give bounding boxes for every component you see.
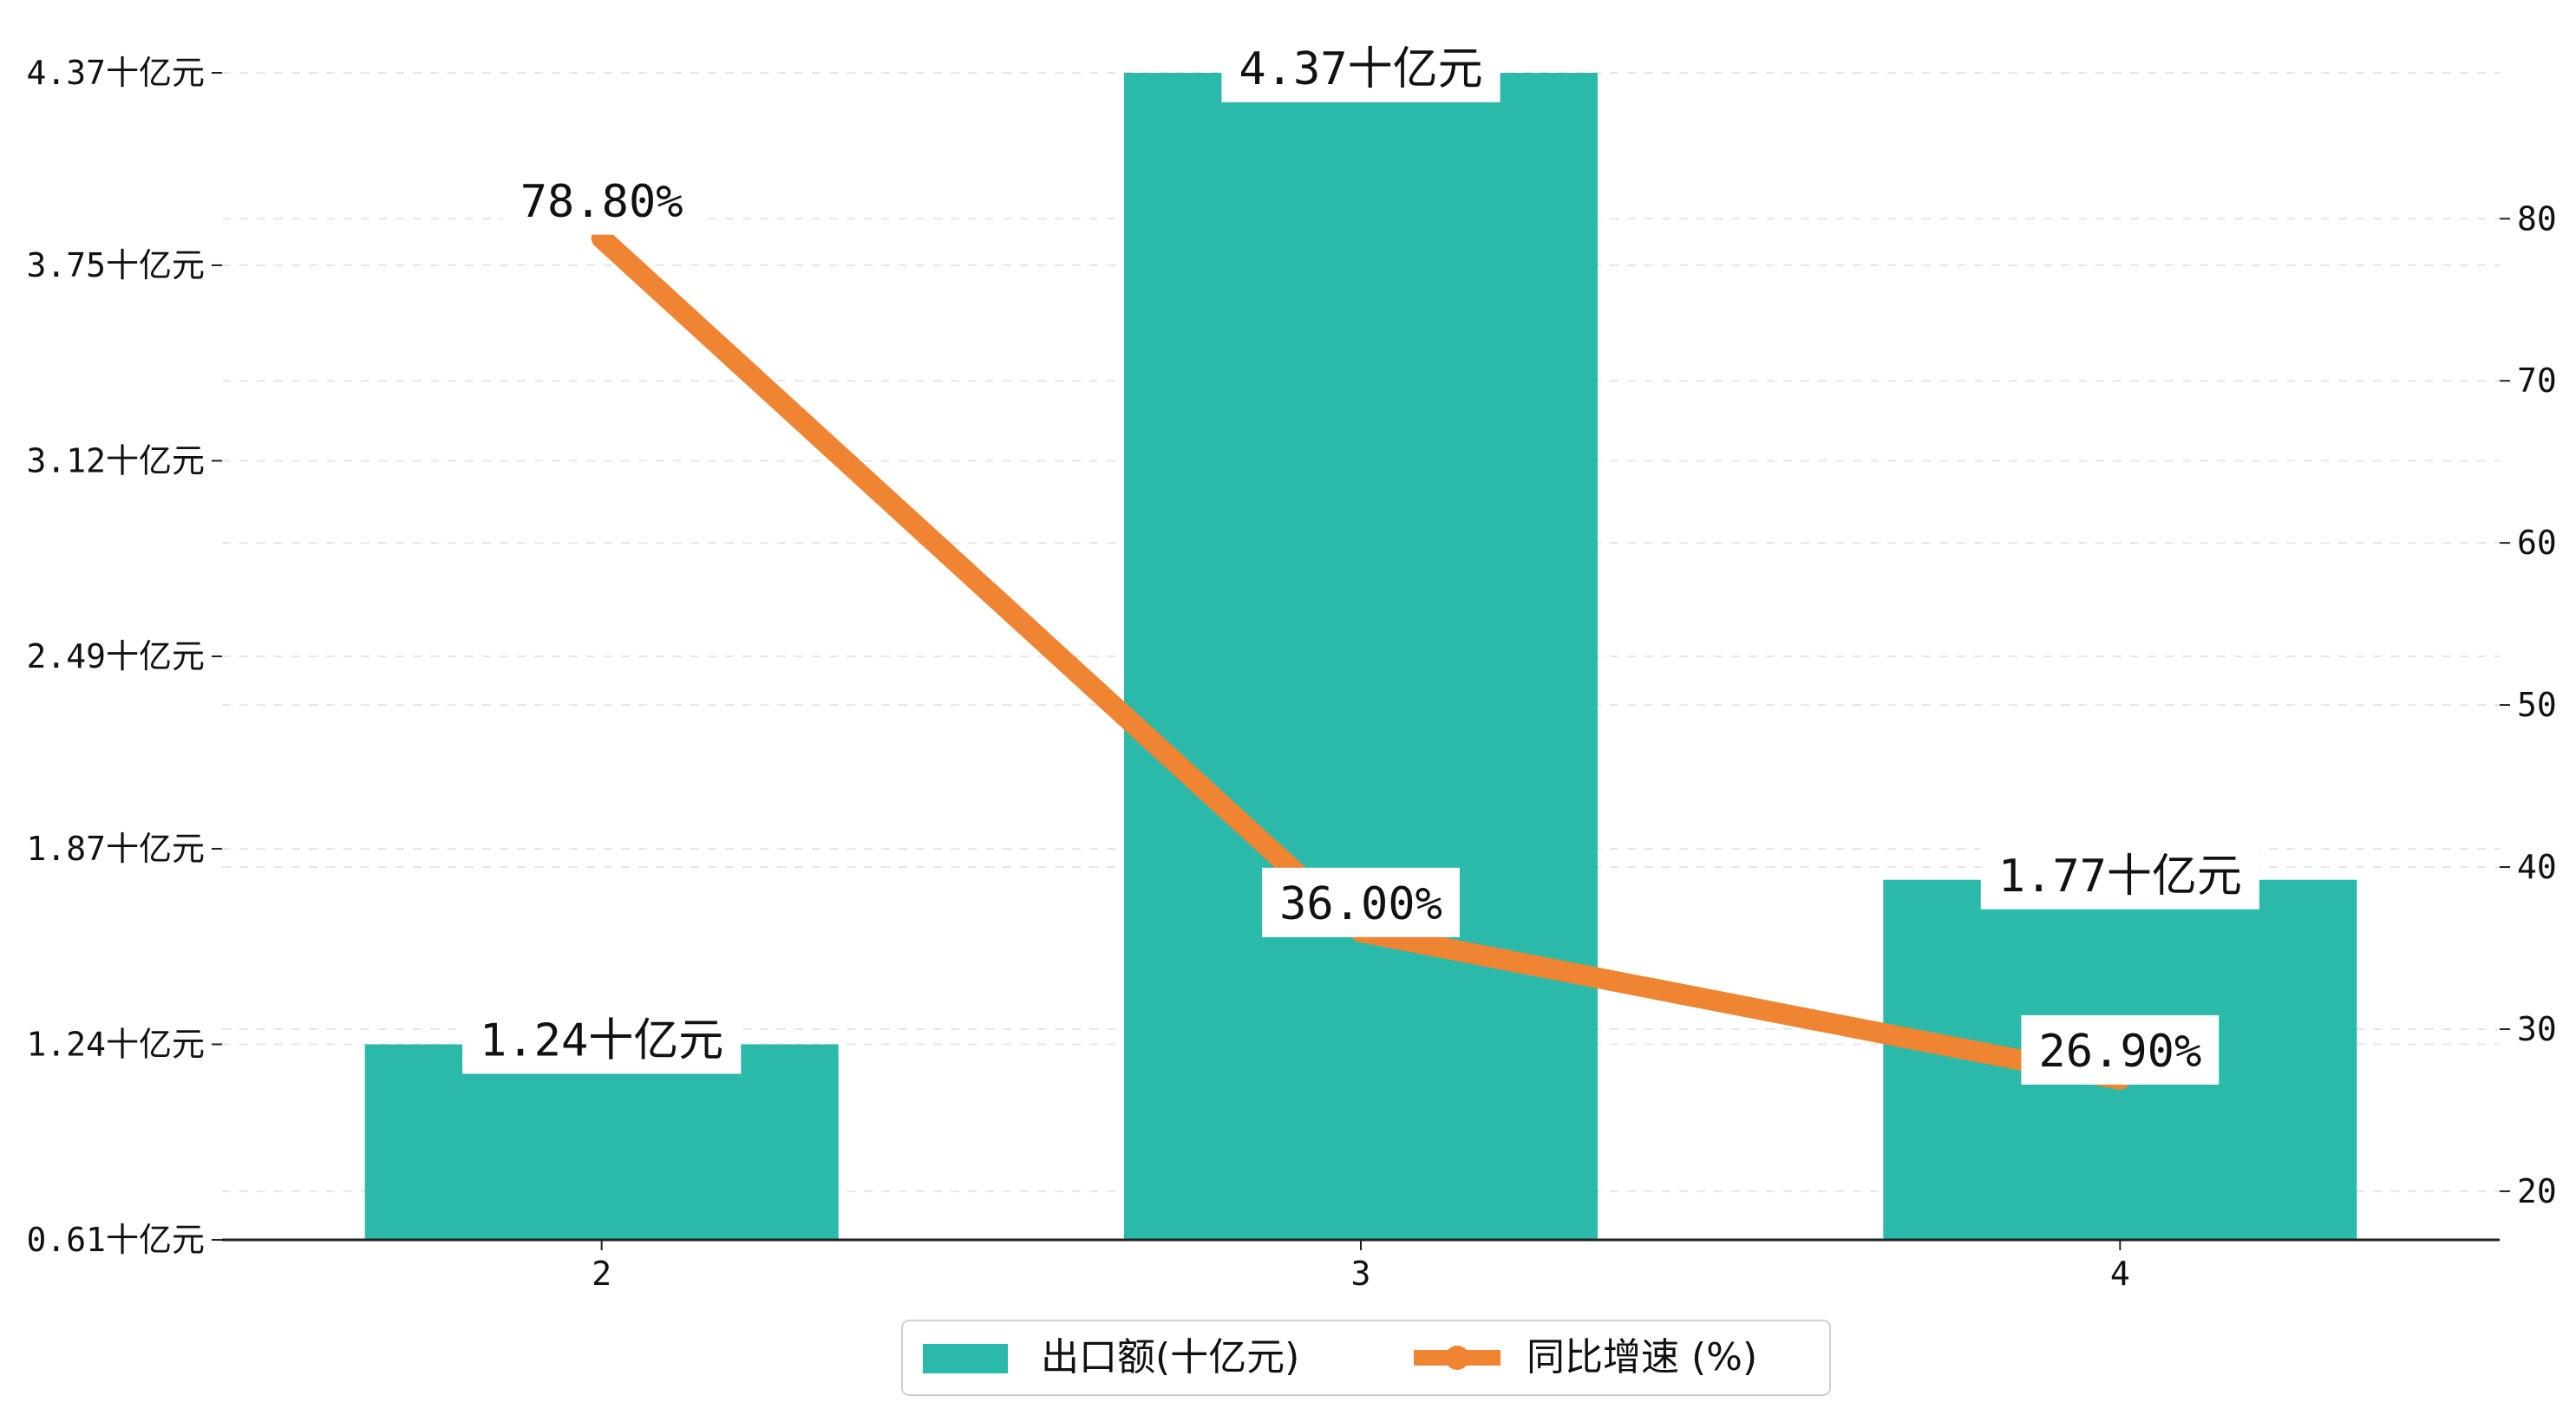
growth-4-label-box — [2021, 1014, 2220, 1085]
left-tick-label-5: 3.75十亿元 — [26, 246, 205, 284]
right-tick-label-5: 70 — [2517, 362, 2557, 400]
bar-3-label-box — [1221, 33, 1500, 102]
left-tick-label-0: 0.61十亿元 — [26, 1221, 205, 1259]
right-tick-label-3: 50 — [2517, 686, 2557, 724]
left-tick-label-6: 4.37十亿元 — [26, 54, 205, 92]
x-tick-label-3: 3 — [1351, 1255, 1371, 1293]
x-tick-label-2: 2 — [592, 1255, 611, 1293]
left-tick-label-3: 2.49十亿元 — [26, 637, 205, 675]
legend — [901, 1320, 1831, 1396]
growth-3-label: 36.00% — [1279, 878, 1442, 930]
bar-3-label: 4.37十亿元 — [1239, 43, 1482, 95]
growth-4-label: 26.90% — [2038, 1026, 2201, 1078]
bar-2-label: 1.24十亿元 — [480, 1015, 723, 1067]
right-tick-label-1: 30 — [2517, 1010, 2557, 1048]
x-tick-label-4: 4 — [2110, 1255, 2130, 1293]
legend-line-marker — [1445, 1346, 1469, 1370]
bar-4-label-box — [1980, 839, 2259, 910]
right-tick-label-4: 60 — [2517, 524, 2557, 562]
left-tick-label-1: 1.24十亿元 — [26, 1025, 205, 1063]
growth-3-label-box — [1262, 867, 1460, 937]
bar-2 — [364, 1044, 839, 1240]
growth-2-label: 78.80% — [520, 176, 683, 228]
bar-3 — [1124, 73, 1598, 1240]
right-tick-label-6: 80 — [2517, 199, 2557, 238]
growth-2-label-box — [502, 165, 701, 235]
right-tick-label-0: 20 — [2517, 1172, 2557, 1210]
left-tick-label-2: 1.87十亿元 — [26, 830, 205, 868]
left-tick-label-4: 3.12十亿元 — [26, 441, 205, 479]
right-tick-label-2: 40 — [2517, 848, 2557, 886]
legend-bar-label: 出口额(十亿元) — [1041, 1335, 1299, 1379]
bar-4-label: 1.77十亿元 — [1998, 851, 2242, 903]
legend-bar-swatch — [923, 1344, 1008, 1373]
legend-line-label: 同比增速 (%) — [1527, 1335, 1757, 1379]
bar-2-label-box — [462, 1004, 742, 1074]
